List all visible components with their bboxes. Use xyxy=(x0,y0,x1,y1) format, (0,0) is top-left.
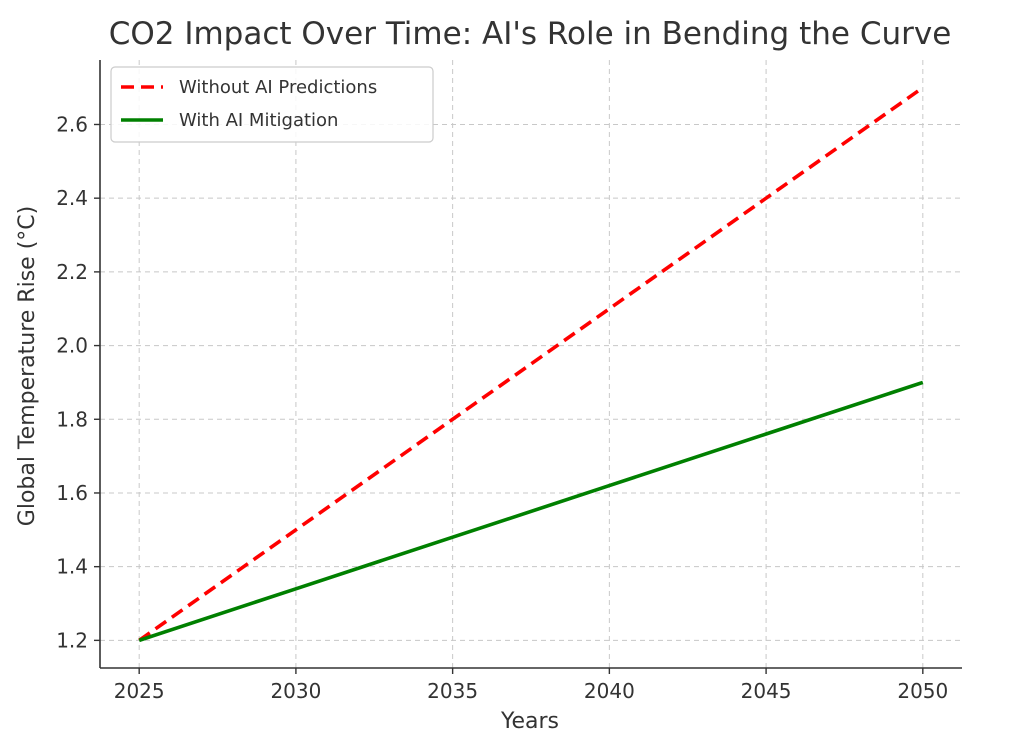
x-tick-label: 2030 xyxy=(270,679,321,703)
legend-box xyxy=(110,66,434,143)
y-ticks: 1.2 1.4 1.6 1.8 2.0 2.2 2.4 2.6 xyxy=(56,112,100,652)
data-series xyxy=(138,86,924,643)
legend-label: Without AI Predictions xyxy=(179,77,377,98)
chart-title: CO2 Impact Over Time: AI's Role in Bendi… xyxy=(109,16,952,52)
x-tick-label: 2045 xyxy=(741,679,792,703)
y-tick-label: 1.8 xyxy=(56,407,88,431)
y-tick-label: 1.2 xyxy=(56,628,88,652)
legend: Without AI Predictions With AI Mitigation xyxy=(110,66,434,143)
x-axis-label: Years xyxy=(500,709,559,734)
y-tick-label: 2.4 xyxy=(56,186,88,210)
y-tick-label: 1.6 xyxy=(56,481,88,505)
x-ticks: 2025 2030 2035 2040 2045 2050 xyxy=(114,668,948,703)
series-line-with-ai xyxy=(138,380,924,643)
x-tick-label: 2025 xyxy=(114,679,165,703)
y-axis-label: Global Temperature Rise (°C) xyxy=(15,206,40,526)
legend-label: With AI Mitigation xyxy=(179,110,338,131)
y-tick-label: 2.2 xyxy=(56,260,88,284)
x-tick-label: 2040 xyxy=(584,679,635,703)
y-tick-label: 2.0 xyxy=(56,334,88,358)
grid-lines xyxy=(100,60,962,668)
y-tick-label: 2.6 xyxy=(56,112,88,136)
x-tick-label: 2035 xyxy=(427,679,478,703)
x-tick-label: 2050 xyxy=(897,679,948,703)
y-tick-label: 1.4 xyxy=(56,555,88,579)
series-line-without-ai xyxy=(138,86,924,642)
